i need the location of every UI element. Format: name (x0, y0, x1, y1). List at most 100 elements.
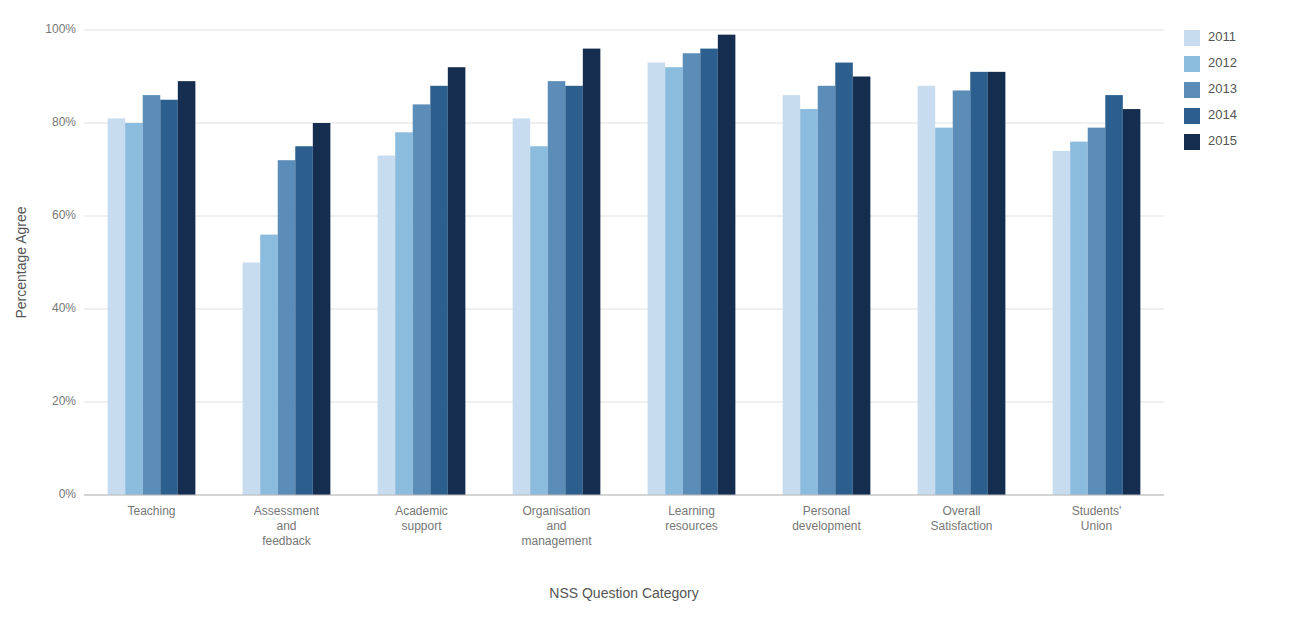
bar (583, 49, 601, 495)
bar (818, 86, 836, 495)
bar (1123, 109, 1141, 495)
y-axis: 0% 20% 40% 60% 80% 100% (45, 22, 76, 501)
x-tick-label-line: development (792, 519, 861, 533)
bar (313, 123, 331, 495)
legend-item: 2012 (1184, 55, 1237, 72)
legend-label: 2011 (1208, 29, 1236, 44)
bar (683, 53, 701, 495)
x-tick-label-line: support (401, 519, 442, 533)
legend: 2011 2012 2013 2014 2015 (1184, 29, 1237, 150)
legend-item: 2013 (1184, 81, 1237, 98)
bar (800, 109, 818, 495)
bar-series (143, 53, 1106, 495)
bar (395, 132, 413, 495)
x-tick-label-line: Academic (395, 504, 448, 518)
bar (835, 63, 853, 495)
bar (853, 77, 871, 496)
legend-label: 2013 (1208, 81, 1237, 96)
x-tick-label: Learningresources (665, 504, 718, 533)
y-axis-label: Percentage Agree (13, 206, 29, 318)
y-tick-label: 60% (52, 208, 76, 222)
chart-svg: 0%20%40%60%80%100%TeachingAssessmentandf… (0, 0, 1294, 620)
x-tick-label: Academicsupport (395, 504, 448, 533)
legend-item: 2014 (1184, 107, 1237, 124)
bar-series (160, 49, 1123, 495)
bar (648, 63, 666, 495)
y-grid (84, 30, 1164, 495)
bar (918, 86, 936, 495)
x-tick-label-line: Overall (942, 504, 980, 518)
grid-line (84, 495, 1164, 496)
bar (295, 146, 313, 495)
x-axis-line (84, 495, 1164, 496)
bar (243, 263, 261, 496)
bar (718, 35, 736, 495)
x-tick-label-line: and (276, 519, 296, 533)
bar (565, 86, 583, 495)
bar-series (125, 67, 1088, 495)
x-tick-label-line: Students' (1072, 504, 1122, 518)
x-axis: TeachingAssessmentandfeedbackAcademicsup… (127, 504, 1121, 548)
bar (278, 160, 296, 495)
legend-swatch (1184, 108, 1200, 124)
x-tick-label: Students'Union (1072, 504, 1122, 533)
x-axis-label: NSS Question Category (549, 585, 698, 601)
bar (178, 81, 196, 495)
bar (953, 90, 971, 495)
bar (413, 104, 431, 495)
grid-line (84, 30, 1164, 31)
y-tick-label: 80% (52, 115, 76, 129)
bar (1053, 151, 1071, 495)
legend-item: 2015 (1184, 133, 1237, 150)
bars (108, 35, 1141, 495)
legend-swatch (1184, 56, 1200, 72)
x-tick-label-line: Personal (803, 504, 850, 518)
bar (1070, 142, 1088, 495)
x-tick-label-line: Satisfaction (930, 519, 992, 533)
bar (935, 128, 953, 495)
bar (260, 235, 278, 495)
x-tick-label: Teaching (127, 504, 175, 518)
bar (700, 49, 718, 495)
bar (448, 67, 466, 495)
x-tick-label: Assessmentandfeedback (254, 504, 320, 548)
x-tick-label-line: and (546, 519, 566, 533)
bar (1105, 95, 1123, 495)
bar (988, 72, 1006, 495)
legend-label: 2012 (1208, 55, 1237, 70)
chart-container: 0%20%40%60%80%100%TeachingAssessmentandf… (0, 0, 1294, 620)
x-tick-label-line: resources (665, 519, 718, 533)
bar-series (178, 35, 1141, 495)
legend-swatch (1184, 134, 1200, 150)
bar (378, 156, 396, 495)
legend-label: 2015 (1208, 133, 1237, 148)
x-tick-label: Personaldevelopment (792, 504, 861, 533)
y-tick-label: 0% (59, 487, 77, 501)
legend-label: 2014 (1208, 107, 1237, 122)
x-tick-label-line: Teaching (127, 504, 175, 518)
y-tick-label: 40% (52, 301, 76, 315)
bar (1088, 128, 1106, 495)
bar (548, 81, 566, 495)
legend-swatch (1184, 30, 1200, 46)
x-tick-label: Organisationandmanagement (521, 504, 592, 548)
legend-swatch (1184, 82, 1200, 98)
x-tick-label-line: Learning (668, 504, 715, 518)
bar (160, 100, 178, 495)
x-tick-label-line: management (521, 534, 592, 548)
y-tick-label: 100% (45, 22, 76, 36)
x-tick-label-line: feedback (262, 534, 312, 548)
bar (108, 118, 126, 495)
bar (430, 86, 448, 495)
bar (125, 123, 143, 495)
bar (783, 95, 801, 495)
bar (143, 95, 161, 495)
bar (513, 118, 531, 495)
x-tick-label-line: Organisation (522, 504, 590, 518)
y-tick-label: 20% (52, 394, 76, 408)
x-tick-label-line: Union (1081, 519, 1112, 533)
legend-item: 2011 (1184, 29, 1236, 46)
x-tick-label-line: Assessment (254, 504, 320, 518)
bar (970, 72, 988, 495)
bar (665, 67, 683, 495)
